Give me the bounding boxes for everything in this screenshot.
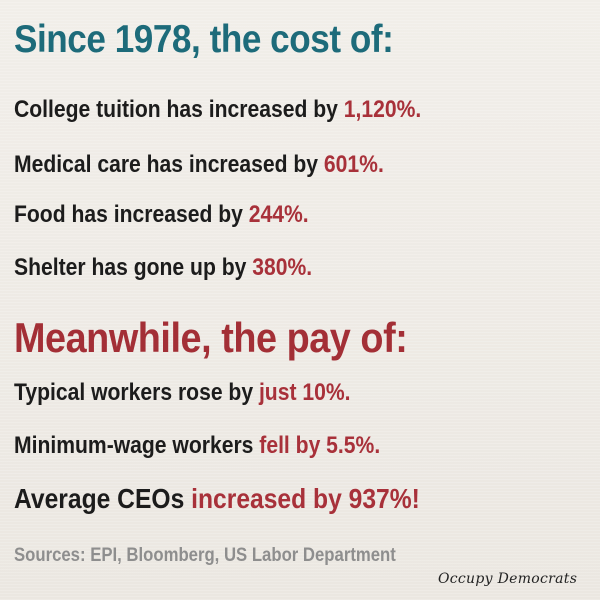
pay-item-average-ceos: Average CEOs increased by 937%! (14, 483, 420, 515)
cost-item-value: 601%. (323, 151, 384, 178)
brand-signature: Occupy Democrats (438, 571, 578, 587)
pay-item-typical-workers: Typical workers rose by just 10%. (14, 379, 351, 407)
cost-item-value: 380%. (252, 254, 313, 281)
cost-item-shelter: Shelter has gone up by 380%. (14, 254, 312, 282)
cost-item-value: 244%. (248, 201, 309, 228)
pay-item-value: fell by 5.5%. (259, 432, 381, 459)
pay-item-value: just 10%. (258, 379, 351, 406)
pay-item-minimum-wage: Minimum-wage workers fell by 5.5%. (14, 432, 380, 460)
heading-cost: Since 1978, the cost of: (14, 18, 394, 61)
cost-item-text: College tuition has increased by (14, 96, 344, 123)
pay-item-text: Typical workers rose by (14, 379, 259, 406)
sources-line: Sources: EPI, Bloomberg, US Labor Depart… (14, 545, 396, 566)
cost-item-food: Food has increased by 244%. (14, 201, 309, 229)
cost-item-value: 1,120%. (343, 96, 422, 123)
cost-item-text: Medical care has increased by (14, 151, 324, 178)
pay-item-value: increased by 937%! (191, 483, 420, 514)
cost-item-text: Shelter has gone up by (14, 254, 253, 281)
heading-pay: Meanwhile, the pay of: (14, 314, 408, 361)
cost-item-text: Food has increased by (14, 201, 249, 228)
pay-item-text: Minimum-wage workers (14, 432, 260, 459)
cost-item-medical-care: Medical care has increased by 601%. (14, 151, 384, 179)
cost-item-college-tuition: College tuition has increased by 1,120%. (14, 96, 421, 124)
pay-item-text: Average CEOs (14, 483, 192, 514)
